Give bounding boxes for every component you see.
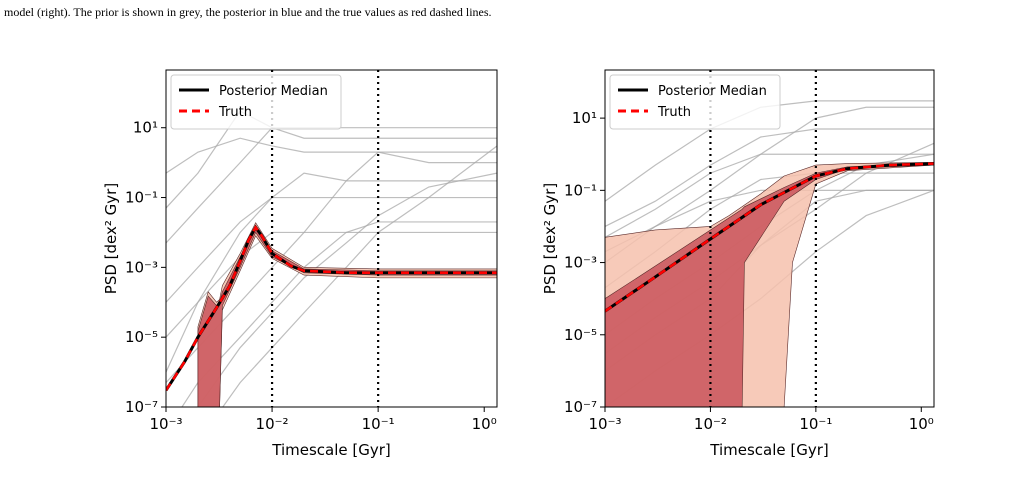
plot-area: [166, 70, 497, 407]
caption: model (right). The prior is shown in gre…: [4, 5, 492, 19]
prior-curve: [222, 145, 497, 407]
y-axis-label: PSD [dex² Gyr]: [541, 183, 559, 294]
y-tick-label: 10⁻¹: [125, 189, 158, 207]
prior-curve: [166, 127, 497, 244]
y-axis-label: PSD [dex² Gyr]: [102, 183, 120, 294]
legend: Posterior Median Truth: [170, 74, 342, 130]
x-tick-label: 10⁻¹: [362, 415, 395, 433]
x-tick-label: 10⁻¹: [799, 415, 832, 433]
posterior-band: [605, 162, 934, 407]
legend-label: Truth: [218, 105, 252, 120]
x-axis-label: Timescale [Gyr]: [271, 441, 391, 459]
y-tick-label: 10⁻¹: [564, 181, 597, 199]
y-tick-label: 10⁻³: [564, 254, 597, 272]
axes-frame: [604, 69, 935, 408]
legend-label: Truth: [657, 105, 691, 120]
y-tick-label: 10⁻³: [125, 258, 158, 276]
y-tick-label: 10⁻⁷: [125, 398, 158, 416]
prior-curve: [166, 137, 497, 174]
plot-area: [605, 70, 934, 407]
prior-curve: [166, 231, 497, 338]
x-tick-label: 10⁻³: [588, 415, 621, 433]
panel: 10⁻³ 10⁻² 10⁻¹ 10⁰ 10⁻⁷ 10⁻⁵ 10⁻³ 10⁻¹ 10¹ Timesc…: [541, 69, 935, 459]
y-tick-label: 10⁻⁵: [564, 326, 597, 344]
posterior-band: [197, 224, 497, 407]
prior-curve: [605, 128, 934, 227]
legend-box: [609, 74, 781, 130]
legend: Posterior Median Truth: [609, 74, 781, 130]
series-line: [166, 225, 497, 392]
x-tick-label: 10⁻²: [694, 415, 727, 433]
x-tick-label: 10⁰: [472, 415, 497, 433]
legend-box: [170, 74, 342, 130]
prior-curve: [166, 196, 497, 303]
y-tick-label: 10⁻⁵: [125, 328, 158, 346]
x-tick-label: 10⁻³: [149, 415, 182, 433]
prior-curve: [605, 189, 934, 253]
posterior-band: [197, 222, 497, 407]
x-tick-label: 10⁰: [909, 415, 934, 433]
panel: 10⁻³ 10⁻² 10⁻¹ 10⁰ 10⁻⁷ 10⁻⁵ 10⁻³ 10⁻¹ 10¹ Timesc…: [102, 69, 498, 459]
series-line: [605, 162, 934, 313]
x-tick-label: 10⁻²: [256, 415, 289, 433]
y-tick-label: 10¹: [133, 119, 158, 137]
legend-label: Posterior Median: [219, 84, 328, 99]
y-tick-label: 10¹: [572, 109, 597, 127]
legend-label: Posterior Median: [658, 84, 767, 99]
prior-curve: [166, 172, 497, 373]
x-axis-label: Timescale [Gyr]: [709, 441, 829, 459]
y-tick-label: 10⁻⁷: [564, 398, 597, 416]
axes-frame: [165, 69, 498, 408]
